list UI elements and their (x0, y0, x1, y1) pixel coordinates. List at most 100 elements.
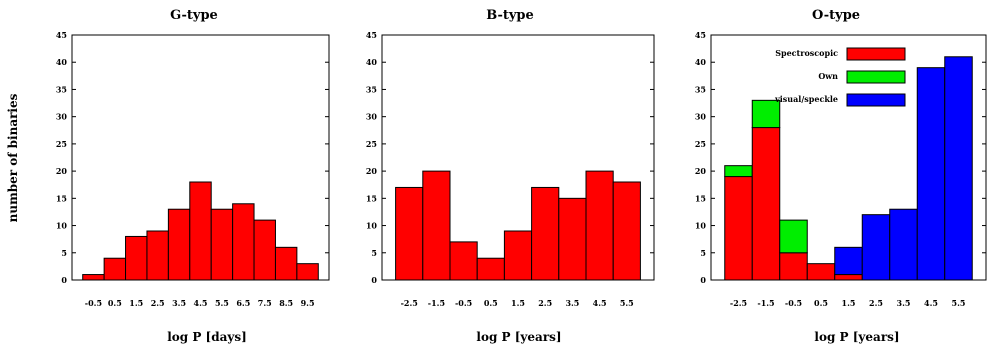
bar-visual-speckle-4.5 (916, 67, 946, 281)
x-tick-label: 1.5 (842, 298, 856, 308)
panel-b-type: B-type 0 5 10 15 20 25 30 35 40 45 -2.5 -1.5 -0.5 0.… (366, 8, 655, 344)
bar--1.5 (422, 170, 451, 281)
y-tick-label: 30 (695, 112, 707, 122)
y-tick-label: 45 (366, 30, 377, 40)
x-tick-label: 8.5 (279, 298, 293, 308)
x-tick-label: 1.5 (511, 298, 525, 308)
x-tick-label: 5.5 (952, 298, 966, 308)
panel-g-type: G-type 0 5 10 15 20 25 30 35 40 45 -0.5 0.5 1.5 2.5 3… (56, 8, 330, 344)
panel-o-title: O-type (812, 8, 860, 23)
bar-spectroscopic--0.5 (779, 252, 808, 281)
x-tick-label: -2.5 (401, 298, 418, 308)
y-tick-label: 30 (366, 112, 378, 122)
y-tick-label: 30 (56, 112, 68, 122)
y-tick-label: 25 (366, 139, 377, 149)
panel-g-x-ticks: -0.5 0.5 1.5 2.5 3.5 4.5 5.5 6.5 7.5 8.5 9.5 (85, 298, 315, 308)
bar--0.5 (449, 241, 478, 281)
bar-3.5 (558, 197, 587, 281)
bar-own--2.5 (724, 165, 753, 178)
panel-o-type: O-type 0 5 10 15 20 25 30 35 40 45 -2.5 -1.5 -0.5 0.… (695, 8, 987, 344)
x-tick-label: 0.5 (484, 298, 498, 308)
y-tick-label: 15 (366, 193, 377, 203)
panel-b-title: B-type (486, 8, 534, 23)
bar-spectroscopic-1.5 (834, 274, 863, 281)
y-tick-label: 10 (56, 221, 68, 231)
panel-b-x-ticks: -2.5 -1.5 -0.5 0.5 1.5 2.5 3.5 4.5 5.5 (401, 298, 634, 308)
x-tick-label: 4.5 (924, 298, 938, 308)
x-tick-label: 1.5 (129, 298, 143, 308)
bar-5.5 (612, 181, 641, 281)
y-tick-label: 25 (56, 139, 67, 149)
y-tick-label: 20 (695, 166, 707, 176)
bar-spectroscopic--1.5 (751, 127, 781, 281)
bar-2.5 (531, 186, 560, 281)
bar-4.5 (189, 181, 212, 281)
bar-0.5 (476, 257, 505, 281)
x-tick-label: 7.5 (258, 298, 272, 308)
bar-8.5 (274, 246, 298, 281)
y-tick-label: 45 (56, 30, 67, 40)
panel-o-legend: Spectroscopic Own visual/speckle (774, 47, 906, 107)
x-tick-label: 2.5 (538, 298, 552, 308)
x-tick-label: 5.5 (620, 298, 634, 308)
x-tick-label: 2.5 (151, 298, 165, 308)
y-tick-label: 20 (56, 166, 68, 176)
x-tick-label: 4.5 (194, 298, 208, 308)
x-tick-label: -0.5 (85, 298, 102, 308)
panel-b-x-axis-label: log P [years] (476, 330, 561, 344)
y-tick-label: 0 (61, 275, 67, 285)
legend-label-spectroscopic: Spectroscopic (775, 48, 838, 58)
x-tick-label: 2.5 (869, 298, 883, 308)
x-tick-label: -1.5 (757, 298, 774, 308)
panel-g-title: G-type (170, 8, 218, 23)
panel-g-bars (82, 181, 319, 281)
bar-4.5 (585, 170, 614, 281)
bar-0.5 (103, 257, 127, 281)
bar-2.5 (146, 230, 169, 281)
y-tick-label: 10 (695, 221, 707, 231)
bar-spectroscopic--2.5 (724, 176, 753, 281)
bar-6.5 (232, 203, 255, 281)
y-tick-label: 15 (56, 193, 67, 203)
legend-label-own: Own (818, 71, 838, 81)
x-tick-label: -0.5 (785, 298, 802, 308)
panel-o-bars (724, 56, 973, 281)
x-tick-label: 3.5 (897, 298, 911, 308)
bar--2.5 (395, 186, 424, 281)
y-tick-label: 40 (366, 57, 378, 67)
bar-spectroscopic-0.5 (806, 263, 836, 281)
panel-o-x-axis-label: log P [years] (814, 330, 899, 344)
y-tick-label: 45 (695, 30, 706, 40)
bar-own--1.5 (751, 99, 781, 129)
x-tick-label: 4.5 (593, 298, 607, 308)
y-tick-label: 0 (700, 275, 706, 285)
x-tick-label: -1.5 (428, 298, 445, 308)
bar-1.5 (125, 235, 148, 281)
y-tick-label: 5 (61, 248, 67, 258)
bar-visual-speckle-3.5 (889, 208, 918, 281)
bar-visual-speckle-1.5 (834, 246, 863, 276)
x-tick-label: 0.5 (814, 298, 828, 308)
x-tick-label: 6.5 (236, 298, 250, 308)
y-tick-label: 5 (700, 248, 706, 258)
x-tick-label: -0.5 (455, 298, 472, 308)
panel-g-y-ticks: 0 5 10 15 20 25 30 35 40 45 (56, 30, 329, 285)
y-tick-label: 0 (371, 275, 377, 285)
bar-3.5 (167, 208, 191, 281)
bar--0.5 (82, 274, 105, 281)
bar-visual-speckle-2.5 (861, 214, 891, 281)
y-tick-label: 20 (366, 166, 378, 176)
legend-swatch-own (846, 70, 906, 84)
bar-1.5 (503, 230, 533, 281)
y-tick-label: 15 (695, 193, 706, 203)
panel-o-y-ticks: 0 5 10 15 20 25 30 35 40 45 (695, 30, 986, 285)
bar-7.5 (253, 219, 276, 281)
x-tick-label: 3.5 (172, 298, 186, 308)
y-tick-label: 25 (695, 139, 706, 149)
x-tick-label: 5.5 (215, 298, 229, 308)
panel-b-y-ticks: 0 5 10 15 20 25 30 35 40 45 (366, 30, 654, 285)
panel-b-bars (395, 170, 641, 281)
panel-g-x-axis-label: log P [days] (167, 330, 247, 344)
bar-5.5 (210, 208, 234, 281)
